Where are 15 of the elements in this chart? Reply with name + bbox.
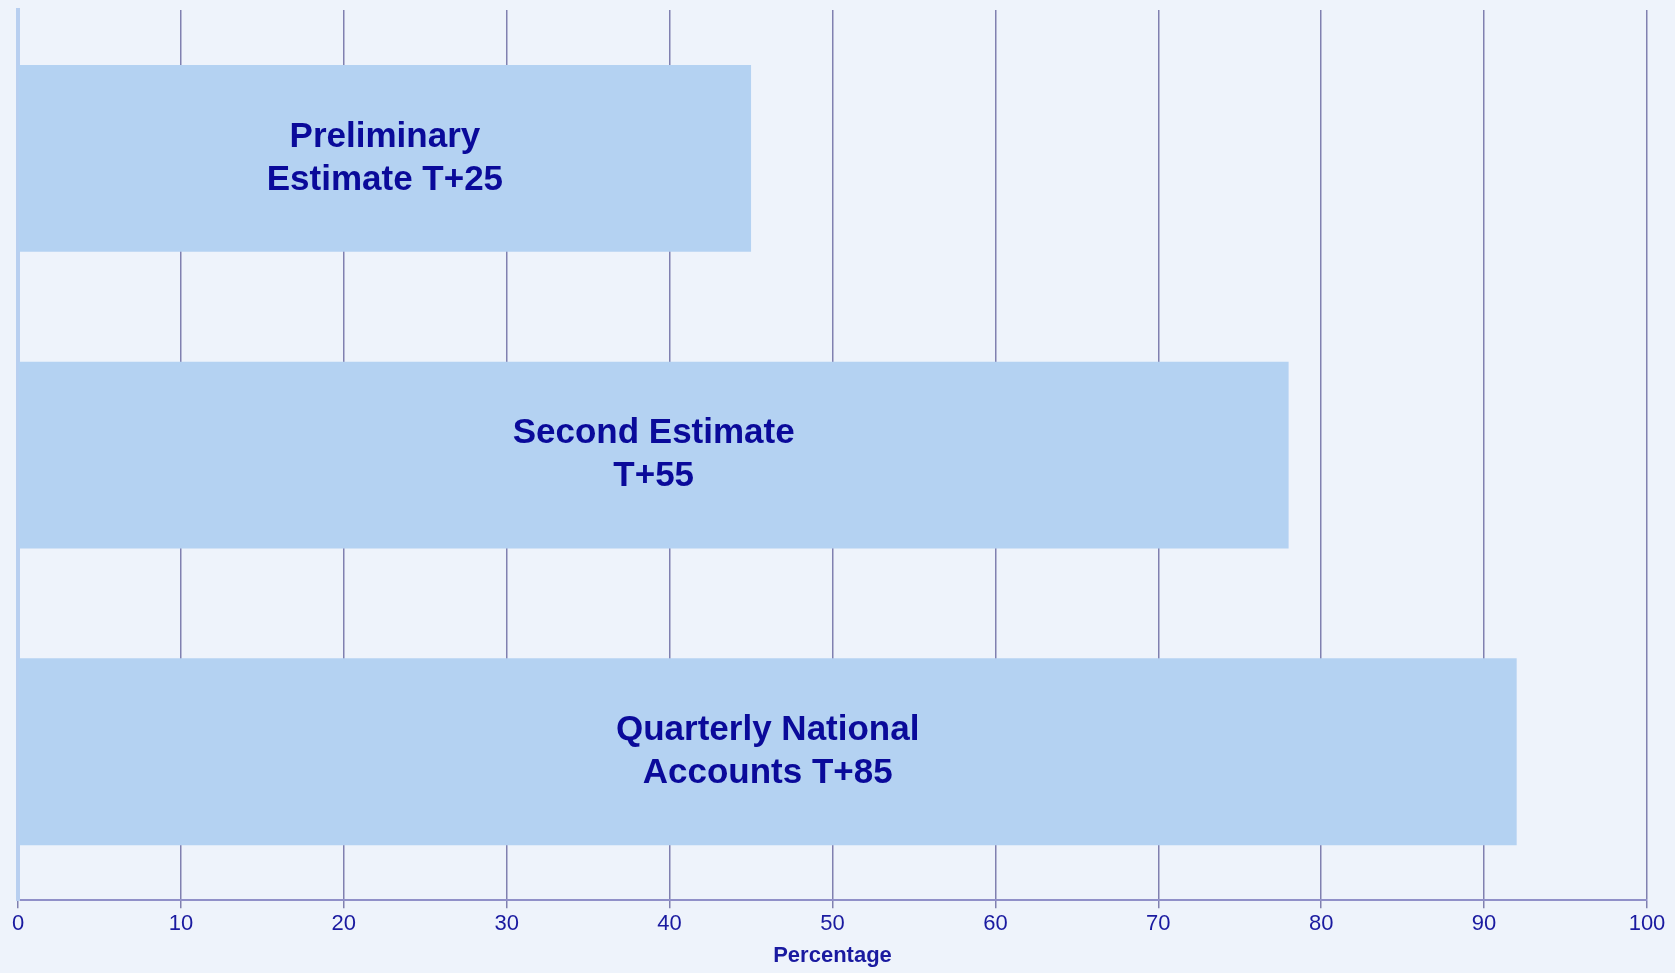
x-axis-title: Percentage — [773, 941, 892, 967]
x-tick-label: 50 — [820, 910, 845, 936]
x-tick-label: 30 — [494, 910, 519, 936]
x-tick-label: 80 — [1308, 910, 1334, 936]
y-tick-label: Second Estimate T+55 — [512, 411, 795, 494]
x-tick-label: 20 — [331, 910, 357, 936]
x-tick-label: 40 — [657, 910, 682, 936]
x-tick-label: 100 — [1628, 910, 1666, 936]
y-tick-label: Quarterly National Accounts T+85 — [616, 707, 920, 790]
y-tick-label: Preliminary Estimate T+25 — [266, 114, 504, 197]
x-tick-label: 60 — [983, 910, 1008, 936]
x-tick-label: 70 — [1146, 910, 1171, 936]
x-tick-label: 90 — [1471, 910, 1497, 936]
x-tick-label: 10 — [168, 910, 194, 936]
x-tick-label: 0 — [11, 910, 25, 936]
